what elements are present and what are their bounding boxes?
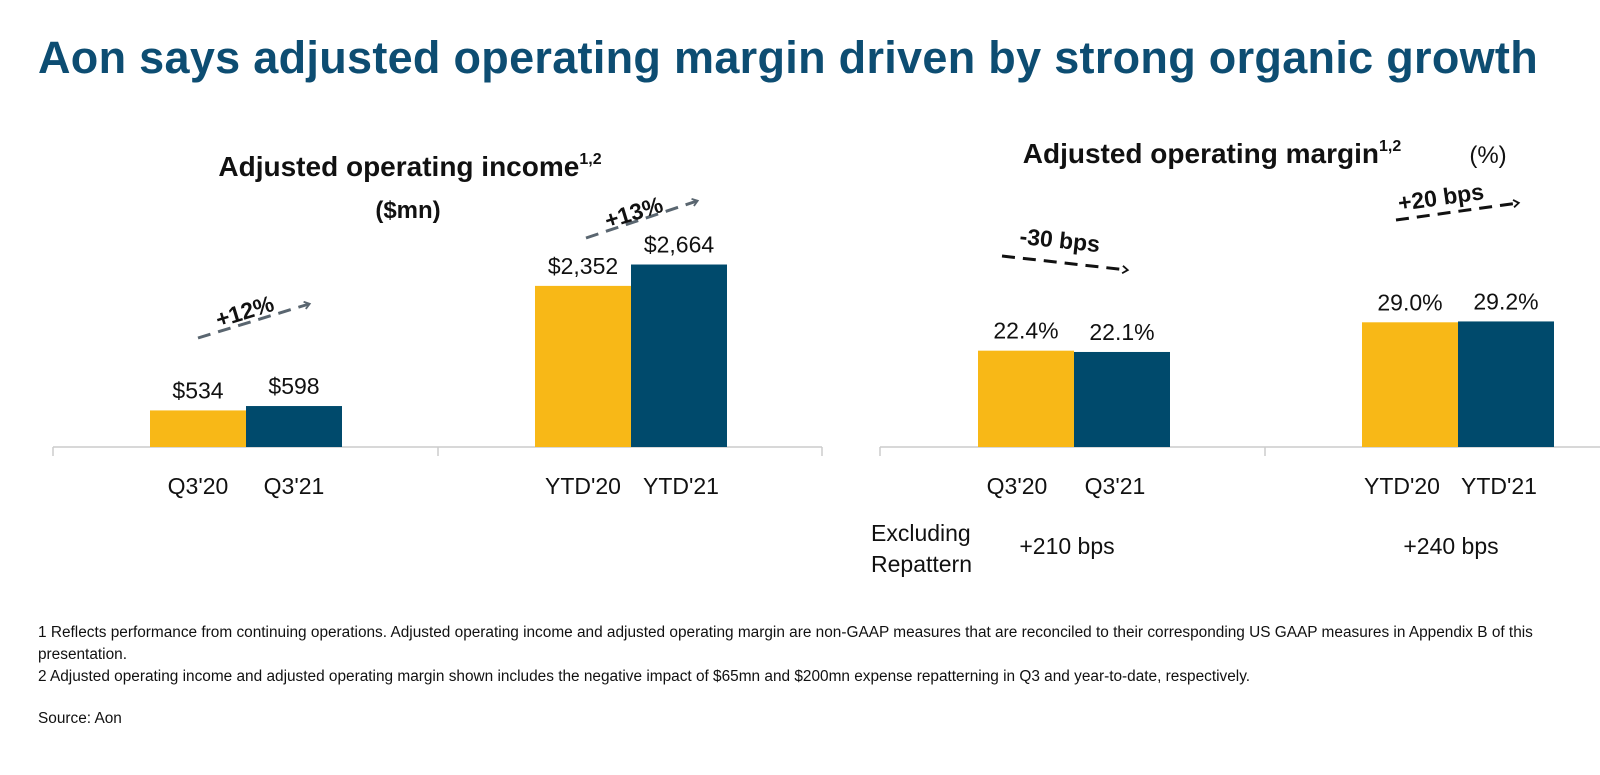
- income-x-axis: [52, 446, 823, 456]
- bar-q3-20-margin: [978, 350, 1074, 447]
- data-label-ytd-21-income: $2,664: [644, 232, 715, 258]
- excluding-value-ytd: +240 bps: [1403, 533, 1498, 559]
- margin-bars: [978, 321, 1554, 447]
- footnotes: 1 Reflects performance from continuing o…: [38, 622, 1568, 730]
- charts-canvas: Adjusted operating income1,2 ($mn) Adjus…: [52, 138, 1600, 577]
- bar-q3-21-income: [246, 406, 342, 447]
- tick-label-ytd-21-income: YTD'21: [643, 473, 719, 499]
- change-label-q3-income: +12%: [212, 290, 276, 332]
- tick-label-q3-21-margin: Q3'21: [1085, 473, 1146, 499]
- data-label-q3-20-margin: 22.4%: [993, 318, 1058, 344]
- change-label-q3-margin: -30 bps: [1018, 223, 1101, 257]
- excluding-value-q3: +210 bps: [1019, 533, 1114, 559]
- source-note: Source: Aon: [38, 710, 122, 727]
- tick-label-ytd-20-income: YTD'20: [545, 473, 621, 499]
- bar-ytd-20-income: [535, 285, 631, 447]
- tick-label-q3-20-margin: Q3'20: [987, 473, 1048, 499]
- data-label-q3-20-income: $534: [172, 377, 223, 403]
- change-annotation-q3-margin: -30 bps: [1001, 223, 1130, 275]
- data-label-q3-21-income: $598: [268, 373, 319, 399]
- data-label-ytd-20-income: $2,352: [548, 253, 618, 279]
- page-title: Aon says adjusted operating margin drive…: [38, 32, 1539, 83]
- income-chart-title: Adjusted operating income1,2: [218, 151, 601, 182]
- bar-ytd-21-margin: [1458, 321, 1554, 447]
- change-annotation-ytd-margin: +20 bps: [1395, 178, 1521, 222]
- footnote-1: 1 Reflects performance from continuing o…: [38, 624, 1533, 663]
- tick-label-q3-21-income: Q3'21: [264, 473, 325, 499]
- margin-chart-unit: (%): [1469, 142, 1506, 169]
- bar-q3-21-margin: [1074, 351, 1170, 447]
- change-label-ytd-income: +13%: [601, 191, 665, 233]
- data-label-ytd-21-margin: 29.2%: [1473, 288, 1538, 314]
- footnote-2: 2 Adjusted operating income and adjusted…: [38, 668, 1251, 685]
- tick-label-ytd-21-margin: YTD'21: [1461, 473, 1537, 499]
- bar-ytd-20-margin: [1362, 322, 1458, 447]
- margin-x-axis: [879, 446, 1600, 456]
- bar-q3-20-income: [150, 410, 246, 447]
- data-label-ytd-20-margin: 29.0%: [1377, 289, 1442, 315]
- income-bars: [150, 264, 727, 447]
- tick-label-q3-20-income: Q3'20: [168, 473, 229, 499]
- excluding-label-line2: Repattern: [871, 551, 972, 577]
- data-label-q3-21-margin: 22.1%: [1089, 319, 1154, 345]
- bar-ytd-21-income: [631, 264, 727, 447]
- change-label-ytd-margin: +20 bps: [1396, 178, 1485, 216]
- tick-label-ytd-20-margin: YTD'20: [1364, 473, 1440, 499]
- income-chart-unit: ($mn): [375, 197, 440, 224]
- change-annotation-q3-income: +12%: [197, 290, 312, 340]
- margin-chart-title: Adjusted operating margin1,2: [1023, 138, 1402, 169]
- excluding-label-line1: Excluding: [871, 520, 971, 546]
